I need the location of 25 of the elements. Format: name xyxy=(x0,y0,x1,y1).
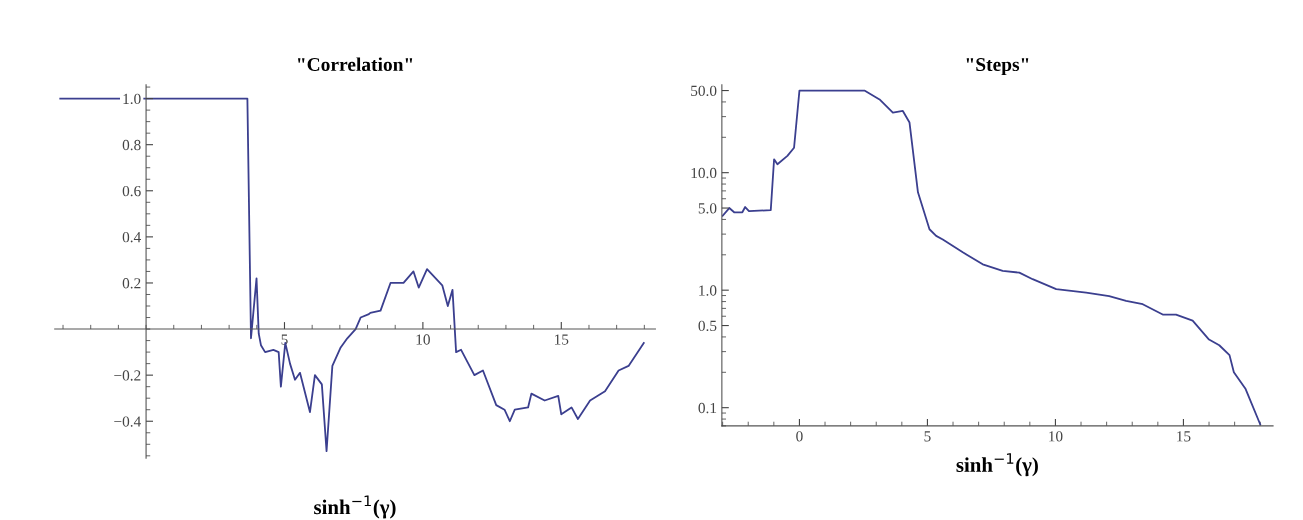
y-tick-label: 10.0 xyxy=(691,167,717,179)
x-tick-label: 5 xyxy=(281,334,288,345)
y-tick-label: −0.4 xyxy=(114,416,141,427)
chart-title: "Steps" xyxy=(966,58,1029,76)
x-tick-label: 15 xyxy=(555,334,569,345)
y-tick-label: −0.2 xyxy=(114,370,141,381)
x-axis-title: sinh$^{−1}$(γ) xyxy=(956,453,1038,477)
y-tick-label: 0.1 xyxy=(698,402,717,414)
x-tick-label: 10 xyxy=(416,334,430,345)
x-tick-label: 5 xyxy=(924,431,931,442)
y-tick-label: 0.8 xyxy=(122,139,141,151)
x-tick-label: 0 xyxy=(796,431,803,442)
y-tick-label: 0.4 xyxy=(122,232,141,243)
y-tick-label: 0.5 xyxy=(698,320,717,332)
y-tick-label: 5.0 xyxy=(698,203,717,214)
y-tick-label: 0.2 xyxy=(122,278,141,289)
x-tick-label: 15 xyxy=(1177,431,1191,442)
chart-title: "Correlation" xyxy=(298,57,413,72)
y-tick-label: 1.0 xyxy=(699,285,717,296)
y-tick-label: 1.0 xyxy=(123,93,141,105)
y-tick-label: 50.0 xyxy=(691,85,717,97)
y-tick-label: 0.6 xyxy=(122,185,141,197)
line-series xyxy=(721,89,1262,426)
x-tick-label: 10 xyxy=(1049,431,1063,442)
x-axis-title: sinh$^{−1}$(γ) xyxy=(314,495,396,519)
